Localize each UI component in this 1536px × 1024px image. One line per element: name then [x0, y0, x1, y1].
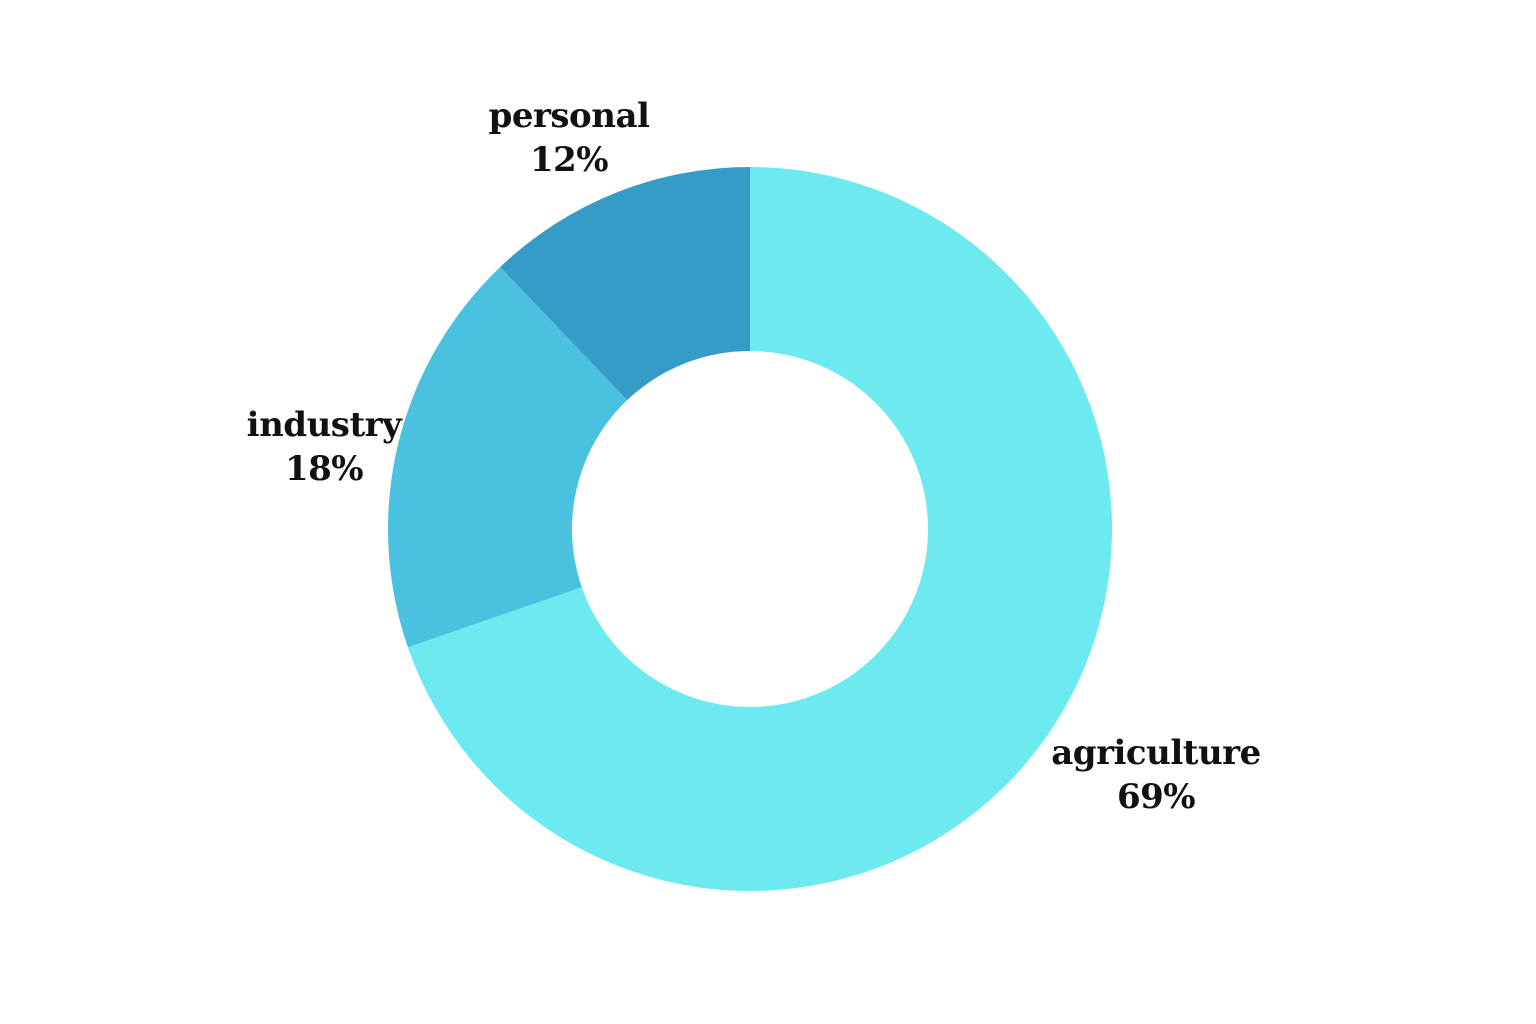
slice-label-agriculture: agriculture: [1051, 733, 1260, 773]
slice-label-personal: personal: [489, 96, 650, 136]
slice-value-personal: 12%: [530, 140, 608, 180]
slice-label-industry: industry: [247, 405, 403, 445]
slice-agriculture: [407, 167, 1113, 891]
slice-value-industry: 18%: [285, 449, 363, 489]
slice-value-agriculture: 69%: [1117, 777, 1195, 817]
slice-industry: [387, 267, 628, 648]
slice-personal: [500, 167, 750, 401]
